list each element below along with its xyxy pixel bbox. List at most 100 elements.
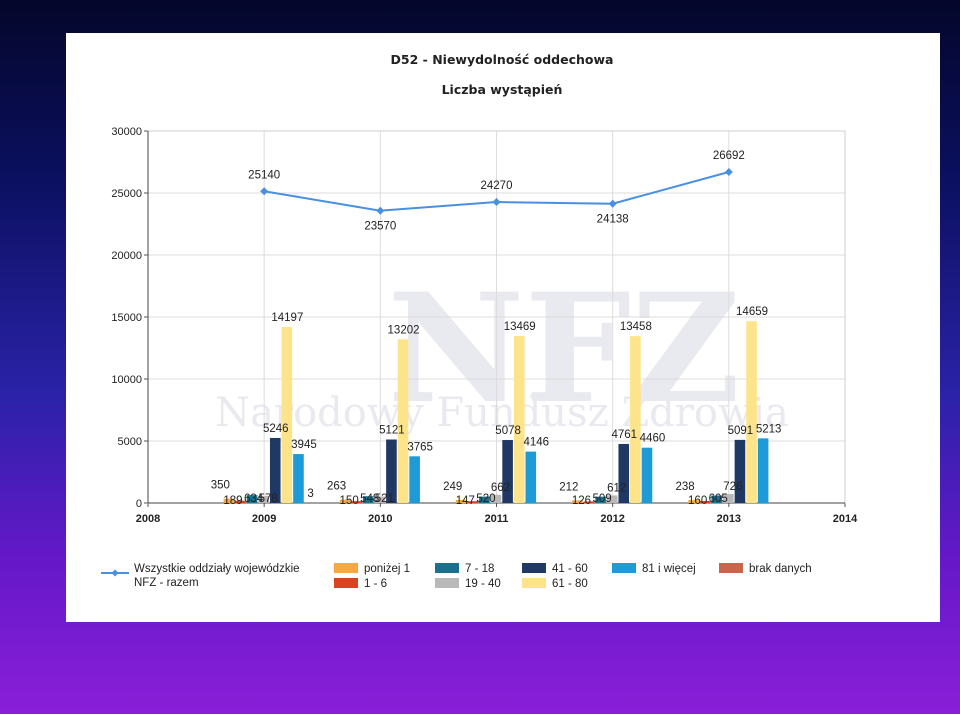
legend-label: Wszystkie oddziały wojewódzkie <box>134 563 300 575</box>
bar-data-label: 612 <box>607 482 626 494</box>
bar-data-label: 14659 <box>736 306 768 318</box>
chart-subtitle: Liczba wystąpień <box>442 82 563 97</box>
line-series <box>260 168 733 215</box>
bar-19-40 <box>606 495 618 503</box>
bar-data-label: 350 <box>211 480 230 492</box>
bar-81-i-wi-cej <box>757 438 769 503</box>
legend-label: poniżej 1 <box>364 563 410 575</box>
bar-data-label: 5091 <box>728 425 754 437</box>
legend-swatch <box>435 563 459 573</box>
bar-data-label: 5078 <box>495 425 521 437</box>
legend-label: 41 - 60 <box>552 563 588 575</box>
bar-data-label: 662 <box>491 482 510 494</box>
bar-poni-ej-1 <box>688 500 699 503</box>
chart: NFZ Narodowy Fundusz Zdrowia D52 - Niewy… <box>101 52 858 590</box>
line-point <box>376 206 385 215</box>
bar-poni-ej-1 <box>572 500 583 503</box>
line-data-label: 25140 <box>248 169 280 181</box>
bar-7-18 <box>479 496 490 503</box>
bar-19-40 <box>374 496 386 503</box>
bar-data-label: 150 <box>340 495 359 507</box>
bar-61-80 <box>746 321 757 503</box>
bar-data-label: 212 <box>559 481 578 493</box>
bar-1-6 <box>235 500 246 503</box>
bar-data-label: 160 <box>688 495 707 507</box>
bar-data-label: 521 <box>375 493 394 505</box>
bar-poni-ej-1 <box>223 498 235 503</box>
y-tick-label: 5000 <box>118 436 142 448</box>
bar-data-label: 5121 <box>379 424 405 436</box>
bar-data-label: 634 <box>244 493 264 505</box>
legend-swatch <box>612 563 636 573</box>
bar-1-6 <box>467 501 479 503</box>
legend-swatch <box>334 578 358 588</box>
bar-data-label: 5246 <box>263 423 289 435</box>
bar-19-40 <box>490 494 502 503</box>
legend-label: 61 - 80 <box>552 578 588 590</box>
bar-data-label: 726 <box>723 481 742 493</box>
chart-panel: NFZ Narodowy Fundusz Zdrowia D52 - Niewy… <box>66 33 940 622</box>
bar-41-60 <box>269 437 281 503</box>
bar-data-label: 4146 <box>524 437 550 449</box>
x-tick-label: 2010 <box>368 513 392 525</box>
bar-61-80 <box>513 335 525 503</box>
axes: 0 5000 10000 15000 20000 25000 30000 2008 2009 20… <box>111 126 858 525</box>
legend-swatch <box>719 563 743 573</box>
line-point <box>260 187 269 196</box>
y-tick-label: 15000 <box>111 312 142 324</box>
legend-label: brak danych <box>749 563 812 575</box>
bar-data-label: 578 <box>259 493 278 505</box>
bar-61-80 <box>630 336 641 503</box>
line-data-label: 24270 <box>481 180 513 192</box>
bar-data-label: 13202 <box>388 324 420 336</box>
bar-19-40 <box>258 495 269 503</box>
bar-1-6 <box>583 501 595 503</box>
bar-data-label: 189 <box>223 495 242 507</box>
bar-81-i-wi-cej <box>293 454 304 503</box>
x-tick-label: 2008 <box>136 513 160 525</box>
x-tick-label: 2011 <box>485 513 509 525</box>
legend-label: 1 - 6 <box>364 578 387 590</box>
bar-data-label: 3765 <box>407 441 433 453</box>
legend-swatch <box>334 563 358 573</box>
bar-7-18 <box>595 496 606 503</box>
bar-41-60 <box>386 439 397 503</box>
y-tick-label: 25000 <box>111 188 142 200</box>
line-data-label: 26692 <box>713 150 745 162</box>
bar-81-i-wi-cej <box>525 451 537 503</box>
bar-data-label: 509 <box>592 493 611 505</box>
bar-19-40 <box>723 493 734 503</box>
legend-swatch <box>522 578 546 588</box>
line-point <box>608 199 617 208</box>
legend-swatch <box>435 578 459 588</box>
bar-7-18 <box>711 495 723 503</box>
bar-1-6 <box>699 501 711 503</box>
watermark-logo: NFZ <box>387 261 740 437</box>
bar-data-label: 3 <box>307 488 313 500</box>
watermark-text: Narodowy Fundusz Zdrowia <box>215 390 789 436</box>
line-data-label: 23570 <box>364 221 396 233</box>
legend-label: NFZ - razem <box>134 577 199 589</box>
y-tick-label: 30000 <box>111 126 142 138</box>
legend-label: 19 - 40 <box>465 578 501 590</box>
x-tick-label: 2013 <box>717 513 741 525</box>
bar-61-80 <box>281 326 293 503</box>
bar-61-80 <box>397 339 409 503</box>
bar-41-60 <box>618 443 630 503</box>
bar-data-label: 14197 <box>271 312 303 324</box>
bar-data-label: 520 <box>476 493 495 505</box>
y-tick-label: 20000 <box>111 250 142 262</box>
bar-41-60 <box>502 440 513 503</box>
bar-data-label: 263 <box>327 481 346 493</box>
bar-data-label: 3945 <box>291 439 317 451</box>
bar-data-label: 249 <box>443 481 462 493</box>
bar-1-6 <box>351 501 362 503</box>
bar-data-label: 13458 <box>620 321 652 333</box>
nfz-watermark: NFZ Narodowy Fundusz Zdrowia <box>215 261 789 437</box>
bar-81-i-wi-cej <box>409 456 420 503</box>
bar-data-label: 5213 <box>756 423 782 435</box>
x-tick-label: 2014 <box>833 513 858 525</box>
x-tick-label: 2012 <box>600 513 624 525</box>
bar-poni-ej-1 <box>455 499 467 503</box>
line-point <box>492 198 501 207</box>
